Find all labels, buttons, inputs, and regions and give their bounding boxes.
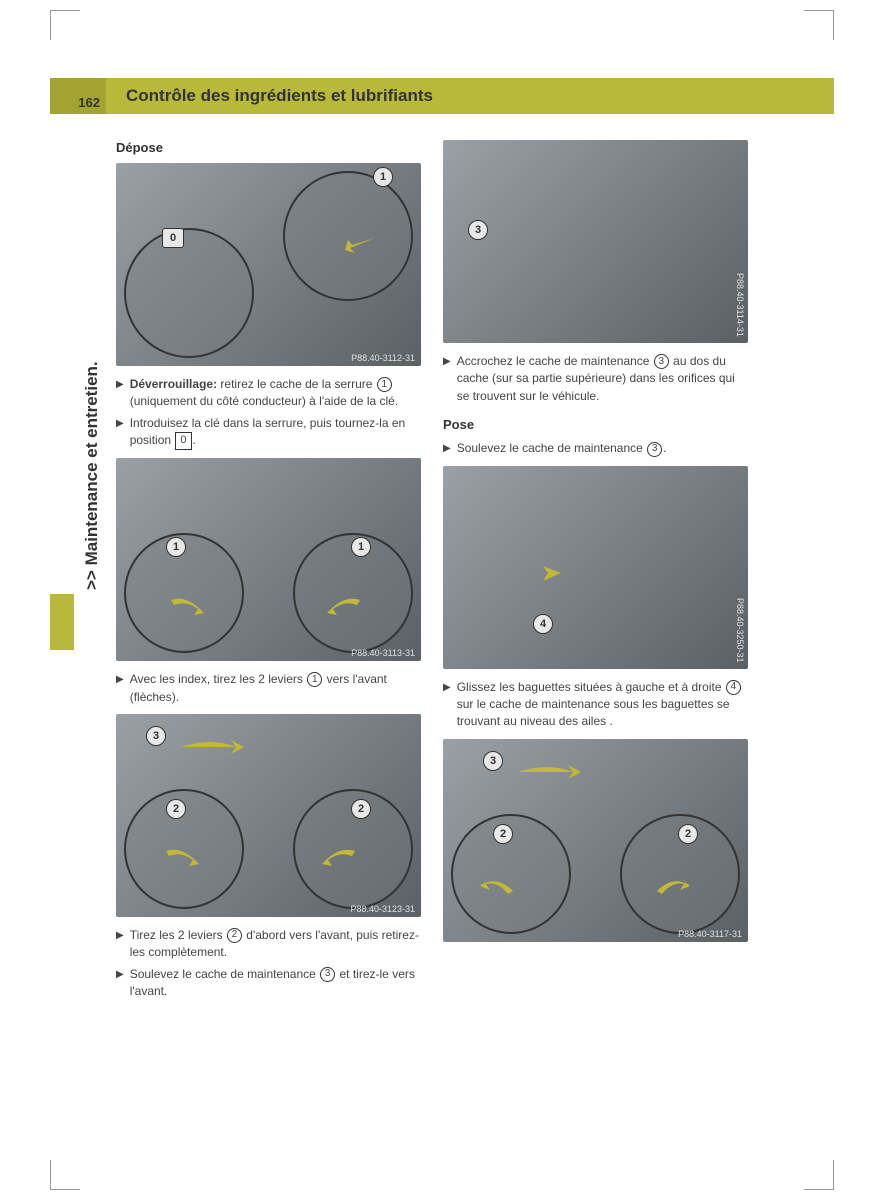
- figure-5: 4 P88.40-3250-31: [443, 466, 748, 669]
- ref-badge: 3: [654, 354, 669, 369]
- callout-zoom: 1: [283, 171, 413, 301]
- step-text: Introduisez la clé dans la serrure, puis…: [130, 415, 421, 450]
- step-text: Avec les index, tirez les 2 leviers 1 ve…: [130, 671, 421, 706]
- arrow-icon: [325, 595, 365, 625]
- step-item: ▶ Tirez les 2 leviers 2 d'abord vers l'a…: [116, 927, 421, 962]
- callout-badge-1: 1: [373, 167, 393, 187]
- figure-label: P88.40-3112-31: [351, 353, 415, 363]
- step-item: ▶ Soulevez le cache de maintenance 3 et …: [116, 966, 421, 1001]
- crop-mark: [804, 10, 834, 40]
- figure-1: 1 0 P88.40-3112-31: [116, 163, 421, 366]
- step-item: ▶ Accrochez le cache de maintenance 3 au…: [443, 353, 748, 405]
- left-column: Dépose 1 0 P88.40-3112-31 ▶ Déverrouilla…: [116, 140, 421, 1004]
- callout-badge-2: 2: [166, 799, 186, 819]
- figure-label: P88.40-3123-31: [350, 904, 415, 914]
- figure-4: 3 P88.40-3114-31: [443, 140, 748, 343]
- bullet-icon: ▶: [443, 679, 451, 731]
- arrow-icon: [503, 561, 563, 586]
- callout-badge-1: 1: [166, 537, 186, 557]
- arrow-icon: [478, 876, 518, 906]
- callout-badge-3: 3: [483, 751, 503, 771]
- step-text: Tirez les 2 leviers 2 d'abord vers l'ava…: [130, 927, 421, 962]
- bullet-icon: ▶: [443, 440, 451, 457]
- figure-label: P88.40-3250-31: [735, 598, 745, 663]
- callout-badge-4: 4: [533, 614, 553, 634]
- step-bold: Déverrouillage:: [130, 377, 217, 391]
- callout-badge-3: 3: [146, 726, 166, 746]
- callout-zoom: 0: [124, 228, 254, 358]
- right-column: 3 P88.40-3114-31 ▶ Accrochez le cache de…: [443, 140, 748, 1004]
- callout-zoom: 2: [620, 814, 740, 934]
- figure-label: P88.40-3113-31: [351, 648, 415, 658]
- ref-badge: 2: [227, 928, 242, 943]
- ref-badge: 1: [307, 672, 322, 687]
- side-tab: [50, 594, 74, 650]
- bullet-icon: ▶: [116, 415, 124, 450]
- figure-6: 3 2 2 P88.40-3117-31: [443, 739, 748, 942]
- callout-badge-2: 2: [493, 824, 513, 844]
- bullet-icon: ▶: [116, 376, 124, 411]
- callout-zoom: 1: [124, 533, 244, 653]
- figure-label: P88.40-3114-31: [735, 273, 745, 337]
- callout-zoom: 2: [451, 814, 571, 934]
- step-item: ▶ Introduisez la clé dans la serrure, pu…: [116, 415, 421, 450]
- header-title: Contrôle des ingrédients et lubrifiants: [106, 86, 433, 106]
- page-header: 162 Contrôle des ingrédients et lubrifia…: [50, 78, 834, 114]
- callout-zoom: 2: [293, 789, 413, 909]
- callout-zoom: 2: [124, 789, 244, 909]
- page-number: 162: [50, 78, 106, 114]
- arrow-icon: [166, 595, 206, 625]
- section-title-pose: Pose: [443, 417, 748, 432]
- key-box: 0: [175, 432, 191, 450]
- step-item: ▶ Avec les index, tirez les 2 leviers 1 …: [116, 671, 421, 706]
- step-text: Accrochez le cache de maintenance 3 au d…: [457, 353, 748, 405]
- callout-badge-1: 1: [351, 537, 371, 557]
- ref-badge: 3: [320, 967, 335, 982]
- ref-badge: 3: [647, 442, 662, 457]
- figure-label: P88.40-3117-31: [678, 929, 742, 939]
- arrow-icon: [652, 876, 692, 906]
- bullet-icon: ▶: [116, 966, 124, 1001]
- arrow-icon: [161, 846, 201, 876]
- step-text: Déverrouillage: retirez le cache de la s…: [130, 376, 421, 411]
- crop-mark: [50, 10, 80, 40]
- bullet-icon: ▶: [116, 671, 124, 706]
- figure-3: 3 2 2 P88.40-3123-31: [116, 714, 421, 917]
- step-item: ▶ Soulevez le cache de maintenance 3.: [443, 440, 748, 457]
- ref-badge: 4: [726, 680, 741, 695]
- arrow-icon: [176, 732, 246, 762]
- step-item: ▶ Glissez les baguettes situées à gauche…: [443, 679, 748, 731]
- step-item: ▶ Déverrouillage: retirez le cache de la…: [116, 376, 421, 411]
- step-text: Glissez les baguettes situées à gauche e…: [457, 679, 748, 731]
- step-text: Soulevez le cache de maintenance 3 et ti…: [130, 966, 421, 1001]
- ref-badge: 1: [377, 377, 392, 392]
- arrow-icon: [513, 757, 583, 787]
- callout-badge-0: 0: [162, 228, 184, 248]
- crop-mark: [804, 1160, 834, 1190]
- figure-2: 1 1 P88.40-3113-31: [116, 458, 421, 661]
- content-area: Dépose 1 0 P88.40-3112-31 ▶ Déverrouilla…: [116, 140, 748, 1004]
- step-text: Soulevez le cache de maintenance 3.: [457, 440, 667, 457]
- arrow-icon: [320, 846, 360, 876]
- section-title-depose: Dépose: [116, 140, 421, 155]
- callout-badge-2: 2: [351, 799, 371, 819]
- side-section-label: >> Maintenance et entretien.: [82, 361, 102, 590]
- arrow-icon: [340, 228, 380, 258]
- bullet-icon: ▶: [116, 927, 124, 962]
- callout-badge-3: 3: [468, 220, 488, 240]
- bullet-icon: ▶: [443, 353, 451, 405]
- callout-zoom: 1: [293, 533, 413, 653]
- callout-badge-2: 2: [678, 824, 698, 844]
- crop-mark: [50, 1160, 80, 1190]
